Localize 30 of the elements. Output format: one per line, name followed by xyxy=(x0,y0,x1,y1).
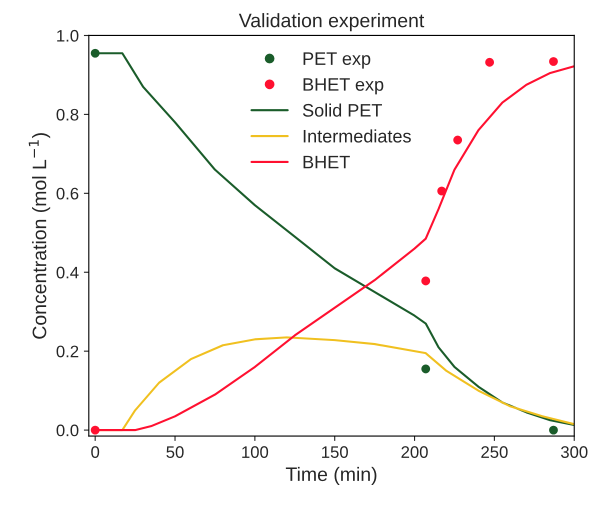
legend-label: Solid PET xyxy=(302,103,382,117)
point xyxy=(421,276,430,286)
y-tick-label: 1.0 xyxy=(57,30,78,42)
point xyxy=(549,426,558,434)
x-tick-label: 200 xyxy=(401,446,428,458)
x-tick-label: 100 xyxy=(242,446,268,458)
y-tick-label: 0.8 xyxy=(56,108,78,121)
chart-title: Validation experiment xyxy=(238,13,424,32)
point xyxy=(437,186,446,196)
legend-label: BHET xyxy=(304,156,350,168)
y-axis-title: Concentration (mol L$^{−1}$) xyxy=(28,133,50,339)
point xyxy=(485,58,494,67)
x-axis-title: Time (min) xyxy=(286,466,376,485)
y-tick-label: 0.2 xyxy=(56,346,78,358)
legend-label: BHET exp xyxy=(304,78,384,94)
point xyxy=(90,48,100,58)
x-tick-label: 300 xyxy=(560,446,588,458)
x-tick-label: 0 xyxy=(91,446,100,458)
x-tick-label: 250 xyxy=(481,446,508,458)
point xyxy=(421,364,430,374)
y-tick-label: 0.0 xyxy=(56,424,78,436)
point xyxy=(90,426,100,434)
legend-label: PET exp xyxy=(304,52,370,69)
point xyxy=(453,136,462,144)
x-tick-label: 150 xyxy=(322,446,348,458)
point xyxy=(549,57,558,66)
legend-label: Intermediates xyxy=(304,129,411,143)
y-tick-label: 0.6 xyxy=(56,188,78,200)
x-tick-label: 50 xyxy=(166,446,184,458)
y-tick-label: 0.4 xyxy=(56,266,79,278)
